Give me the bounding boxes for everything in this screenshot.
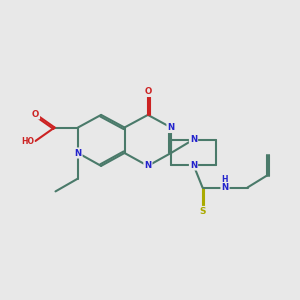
Text: O: O [144, 87, 152, 96]
Text: O: O [32, 110, 39, 118]
Text: HO: HO [21, 136, 34, 146]
Text: N: N [74, 148, 82, 158]
Text: H: H [222, 175, 228, 184]
Text: N: N [190, 160, 197, 169]
Text: N: N [144, 161, 152, 170]
Text: N: N [190, 135, 197, 144]
Text: N: N [167, 123, 175, 132]
Text: S: S [199, 207, 206, 216]
Text: N: N [221, 183, 229, 192]
